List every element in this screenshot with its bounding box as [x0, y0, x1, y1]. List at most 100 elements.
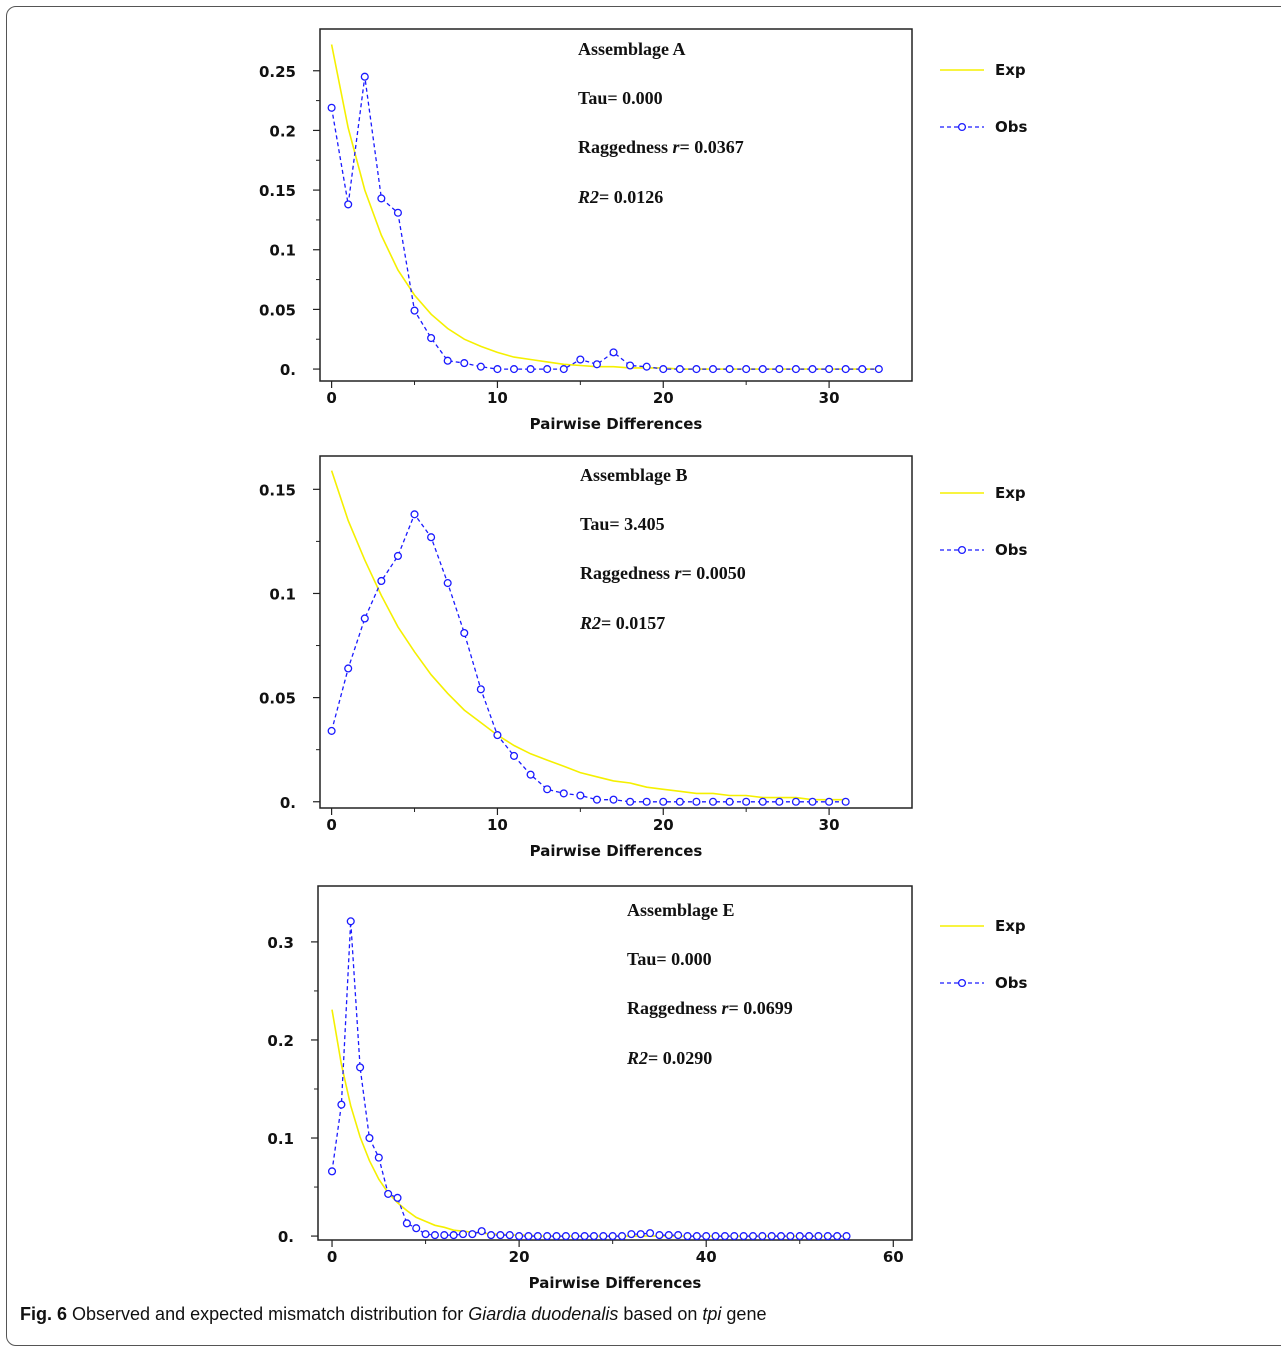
- data-point-obs: [344, 664, 353, 673]
- data-point-obs: [552, 1232, 561, 1241]
- data-point-obs: [344, 200, 353, 209]
- data-point-obs: [609, 795, 618, 804]
- y-tick-label: 0.05: [259, 690, 296, 708]
- data-point-obs: [443, 579, 452, 588]
- panel-assemblage-a: 0. 0.05 0.1 0.15 0.2 0.25 0 10 20 30 Pairwise Diff…: [259, 28, 1027, 433]
- data-point-obs: [377, 194, 386, 203]
- caption-species: Giardia duodenalis: [468, 1304, 619, 1324]
- y-tick-label: 0.: [280, 794, 296, 812]
- raggedness-annotation: Raggedness r= 0.0699: [627, 998, 793, 1018]
- data-point-obs: [374, 1153, 383, 1162]
- data-point-obs: [458, 1230, 468, 1239]
- plot-area: [319, 455, 913, 809]
- data-point-obs: [421, 1230, 430, 1239]
- r2-label: R2: [579, 613, 601, 633]
- data-point-obs: [346, 917, 355, 926]
- x-tick-label: 20: [509, 1248, 530, 1266]
- data-point-obs: [449, 1231, 458, 1240]
- data-point-obs: [702, 1232, 711, 1241]
- data-point-obs: [509, 751, 519, 760]
- data-point-obs: [561, 1232, 570, 1241]
- r2-annotation: R2= 0.0126: [577, 187, 663, 207]
- panel-title: Assemblage E: [627, 900, 735, 920]
- data-point-obs: [412, 1224, 421, 1233]
- x-tick-label: 30: [819, 816, 840, 834]
- data-point-obs: [708, 365, 718, 374]
- r2-label: R2: [626, 1048, 648, 1068]
- x-tick-label: 20: [653, 816, 674, 834]
- data-point-obs: [720, 1232, 729, 1241]
- x-tick-label: 30: [819, 389, 840, 407]
- data-point-obs: [683, 1232, 692, 1241]
- data-point-obs: [627, 1230, 636, 1239]
- legend-obs-label: Obs: [995, 541, 1027, 559]
- data-point-obs: [659, 365, 668, 374]
- data-point-obs: [664, 1231, 673, 1240]
- raggedness-label: Raggedness: [627, 998, 722, 1018]
- data-point-obs: [808, 365, 817, 374]
- data-point-obs: [402, 1219, 411, 1228]
- data-point-obs: [410, 306, 419, 315]
- panel-title: Assemblage B: [580, 465, 688, 485]
- data-point-obs: [725, 797, 734, 806]
- data-point-obs: [592, 360, 601, 369]
- data-point-obs: [509, 365, 519, 374]
- x-tick-label: 10: [487, 816, 508, 834]
- data-point-obs: [767, 1232, 776, 1241]
- data-point-obs: [708, 797, 718, 806]
- y-tick-label: 0.2: [267, 1032, 294, 1050]
- data-point-obs: [365, 1133, 374, 1143]
- data-point-obs: [795, 1232, 804, 1241]
- x-axis-label: Pairwise Differences: [529, 1274, 702, 1292]
- data-point-obs: [655, 1231, 664, 1240]
- data-point-obs: [580, 1232, 589, 1241]
- data-point-obs: [430, 1231, 439, 1240]
- data-point-obs: [742, 365, 751, 374]
- data-point-obs: [725, 365, 734, 374]
- data-point-obs: [543, 785, 552, 794]
- data-point-obs: [559, 789, 568, 798]
- data-point-obs: [748, 1232, 758, 1241]
- legend-exp-label: Exp: [995, 917, 1026, 935]
- data-point-obs: [692, 365, 701, 374]
- y-tick-label: 0.05: [259, 301, 296, 319]
- caption-text-3: gene: [721, 1304, 767, 1324]
- legend-obs-marker: [957, 122, 967, 132]
- data-point-obs: [858, 365, 867, 374]
- y-tick-label: 0.2: [269, 122, 296, 140]
- data-point-obs: [476, 685, 485, 694]
- data-point-obs: [592, 795, 601, 804]
- data-point-obs: [515, 1232, 524, 1241]
- data-point-obs: [775, 365, 784, 374]
- data-point-obs: [599, 1232, 608, 1241]
- data-point-obs: [825, 797, 834, 806]
- data-point-obs: [608, 1232, 617, 1241]
- data-point-obs: [833, 1232, 842, 1241]
- r2-label: R2: [577, 187, 599, 207]
- data-point-obs: [642, 797, 651, 806]
- data-point-obs: [791, 797, 800, 806]
- panel-assemblage-b: 0. 0.05 0.1 0.15 0 10 20 30 Pairwise Differences…: [259, 455, 1027, 860]
- data-point-obs: [626, 797, 635, 806]
- data-point-obs: [360, 614, 369, 623]
- raggedness-value: = 0.0699: [729, 998, 793, 1018]
- data-point-obs: [337, 1100, 346, 1109]
- data-point-obs: [791, 365, 800, 374]
- caption-gene: tpi: [702, 1304, 722, 1324]
- data-point-obs: [841, 365, 850, 374]
- raggedness-label: Raggedness: [578, 137, 673, 157]
- data-point-obs: [327, 726, 336, 735]
- y-tick-label: 0.: [280, 361, 296, 379]
- data-point-obs: [543, 365, 552, 374]
- legend-obs-label: Obs: [995, 974, 1027, 992]
- legend-exp-label: Exp: [995, 61, 1026, 79]
- panel-title: Assemblage A: [578, 39, 686, 59]
- data-point-obs: [410, 510, 419, 519]
- data-point-obs: [642, 362, 651, 371]
- y-tick-label: 0.15: [259, 182, 296, 200]
- data-point-obs: [393, 1193, 402, 1202]
- x-tick-label: 0: [327, 1248, 337, 1266]
- data-point-obs: [825, 365, 834, 374]
- legend-obs-marker: [957, 978, 967, 988]
